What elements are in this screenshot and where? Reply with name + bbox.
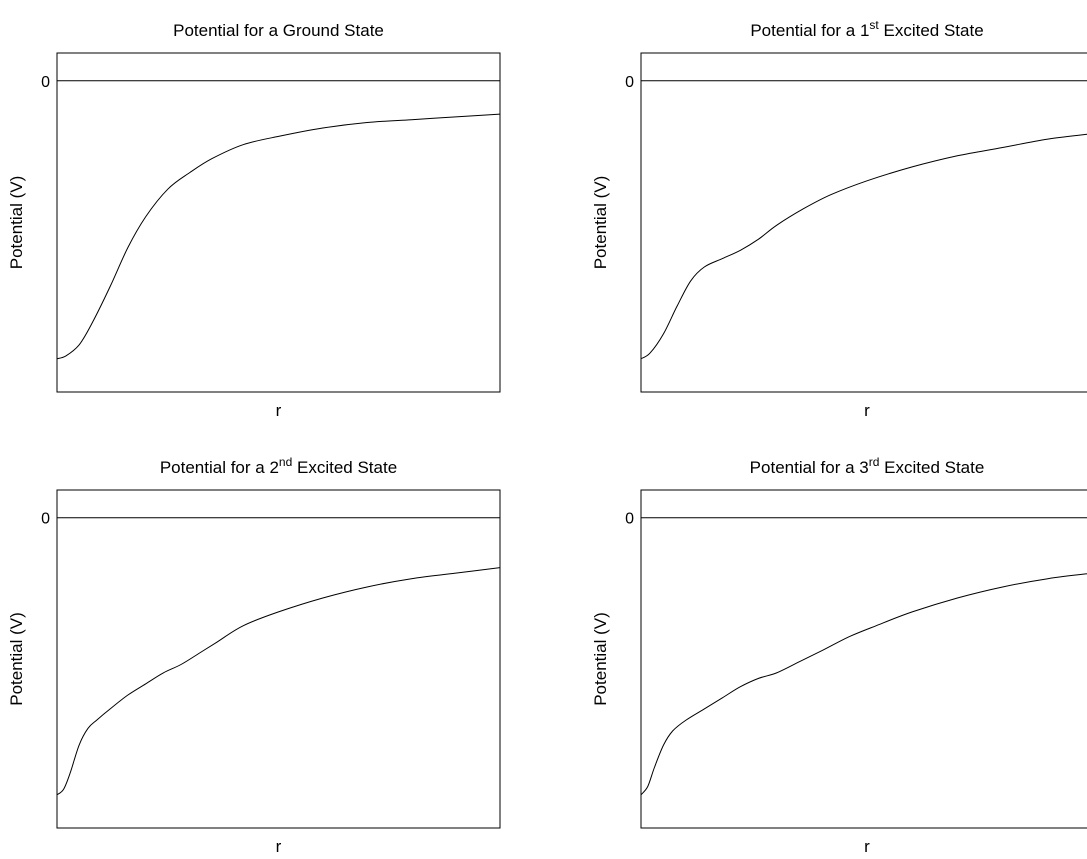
y-tick-label: 0 [41, 74, 50, 91]
chart-panel-1: 0 Potential for a Ground State r Potential … [7, 21, 501, 420]
chart-panel-2: 0 Potential for a 1st Excited State r Poten… [591, 18, 1087, 420]
chart-panel-3: 0 Potential for a 2nd Excited State r Poten… [7, 455, 501, 856]
x-axis-label: r [276, 401, 282, 420]
plot-frame [640, 489, 1087, 829]
y-axis-label: Potential (V) [7, 612, 26, 706]
potential-curve [640, 573, 1087, 796]
chart-title: Potential for a 3rd Excited State [750, 455, 985, 477]
plot-frame [640, 52, 1087, 393]
chart-panel-4: 0 Potential for a 3rd Excited State r Poten… [591, 455, 1087, 856]
potential-curve [56, 567, 501, 796]
y-tick-label: 0 [41, 511, 50, 528]
y-tick-label: 0 [625, 511, 634, 528]
chart-title: Potential for a 1st Excited State [750, 18, 983, 40]
chart-title: Potential for a Ground State [173, 21, 384, 40]
chart-title: Potential for a 2nd Excited State [160, 455, 397, 477]
plot-frame [56, 489, 501, 829]
potential-curve [640, 133, 1087, 360]
y-axis-label: Potential (V) [7, 176, 26, 270]
x-axis-label: r [864, 401, 870, 420]
x-axis-label: r [864, 837, 870, 856]
potential-curve [56, 113, 501, 360]
y-tick-label: 0 [625, 74, 634, 91]
y-axis-label: Potential (V) [591, 176, 610, 270]
x-axis-label: r [276, 837, 282, 856]
y-axis-label: Potential (V) [591, 612, 610, 706]
plot-frame [56, 52, 501, 393]
